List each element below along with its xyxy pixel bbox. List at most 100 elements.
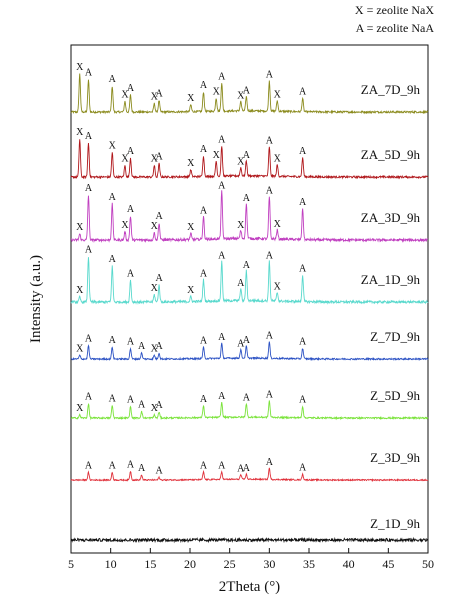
peak-label: A	[266, 457, 274, 468]
series-label: ZA_1D_9h	[361, 272, 421, 287]
peak-label: A	[266, 70, 274, 81]
peak-label: A	[200, 336, 208, 347]
peak-label: A	[218, 72, 226, 83]
peak-label: A	[266, 390, 274, 401]
peak-label: A	[109, 461, 117, 472]
peak-label: A	[127, 146, 135, 157]
peak-label: X	[76, 127, 84, 138]
series-z-7d-9h: XA A A A XA A AAA AA	[70, 331, 429, 362]
peak-label: A	[218, 332, 226, 343]
series-label: ZA_3D_9h	[361, 210, 421, 225]
peak-label: A	[127, 268, 135, 279]
peak-label: A	[155, 89, 163, 100]
series-label: Z_1D_9h	[370, 516, 420, 531]
peak-label: A	[85, 68, 93, 79]
peak-label: A	[200, 144, 208, 155]
series-label: Z_7D_9h	[370, 329, 420, 344]
peak-label: A	[237, 464, 245, 475]
peak-label: A	[243, 463, 251, 474]
peak-label: A	[109, 192, 117, 203]
x-tick-label: 30	[263, 557, 275, 571]
peak-label: A	[266, 186, 274, 197]
x-tick-label: 20	[184, 557, 196, 571]
x-axis-title: 2Theta (°)	[219, 579, 280, 595]
series-z-1d-9h	[70, 536, 429, 544]
peak-label: A	[155, 211, 163, 222]
peak-label: A	[218, 251, 226, 262]
series-label: Z_5D_9h	[370, 388, 420, 403]
x-tick-label: 25	[224, 557, 236, 571]
peak-label: A	[85, 334, 93, 345]
peak-label: X	[213, 87, 221, 98]
peak-label: X	[151, 343, 159, 354]
series-line	[70, 341, 429, 362]
peak-label: A	[155, 152, 163, 163]
peak-label: A	[155, 400, 163, 411]
peak-label: X	[151, 221, 159, 232]
peak-label: X	[187, 222, 195, 233]
peak-label: A	[237, 278, 245, 289]
peak-label: A	[155, 466, 163, 477]
peak-label: A	[218, 391, 226, 402]
peak-label: A	[200, 394, 208, 405]
peak-label: X	[187, 93, 195, 104]
peak-label: X	[237, 220, 245, 231]
peak-label: X	[151, 283, 159, 294]
peak-label: X	[274, 89, 282, 100]
x-tick-label: 10	[105, 557, 117, 571]
peak-label: A	[218, 135, 226, 146]
peak-label: X	[109, 140, 117, 151]
peak-label: A	[109, 335, 117, 346]
peak-label: A	[138, 399, 146, 410]
peak-label: X	[237, 157, 245, 168]
peak-label: A	[200, 268, 208, 279]
peak-label: A	[266, 251, 274, 262]
peak-label: X	[76, 403, 84, 414]
peak-label: A	[127, 204, 135, 215]
series-z-5d-9h: XA A A A XAA A A A A	[70, 390, 429, 421]
plot-border	[70, 44, 429, 554]
x-axis-ticks: 5 10 15 20 25 30 35 40 45 50	[68, 548, 434, 571]
peak-label: A	[109, 254, 117, 265]
peak-label: X	[151, 403, 159, 414]
peak-label: A	[299, 146, 307, 157]
peak-label: A	[218, 181, 226, 192]
peak-label: A	[237, 339, 245, 350]
series-line	[70, 257, 429, 305]
peak-label: X	[121, 89, 129, 100]
peak-label: X	[213, 150, 221, 161]
series-line	[70, 73, 429, 115]
peak-label: A	[299, 87, 307, 98]
peak-label: A	[85, 244, 93, 255]
peak-label: X	[274, 219, 282, 230]
peak-label: A	[243, 150, 251, 161]
y-axis-title: Intensity (a.u.)	[28, 255, 44, 343]
peak-label: A	[138, 341, 146, 352]
peak-label: A	[243, 393, 251, 404]
peak-label: A	[243, 86, 251, 97]
legend-nax: X = zeolite NaX	[354, 3, 434, 17]
peak-label: X	[121, 154, 129, 165]
peak-label: A	[109, 393, 117, 404]
peak-label: A	[127, 395, 135, 406]
peak-label: A	[299, 395, 307, 406]
series-line	[70, 536, 429, 544]
series-line	[70, 139, 429, 180]
peak-label: A	[85, 461, 93, 472]
series-label: Z_3D_9h	[370, 450, 420, 465]
peak-label: X	[187, 285, 195, 296]
x-tick-label: 35	[303, 557, 315, 571]
series-line	[70, 190, 429, 244]
peak-label: X	[76, 285, 84, 296]
peak-label: X	[76, 62, 84, 73]
peak-label: A	[85, 131, 93, 142]
peak-label: X	[151, 154, 159, 165]
x-tick-label: 50	[422, 557, 434, 571]
peak-label: X	[187, 158, 195, 169]
series-line	[70, 467, 429, 482]
peak-label: A	[127, 83, 135, 94]
